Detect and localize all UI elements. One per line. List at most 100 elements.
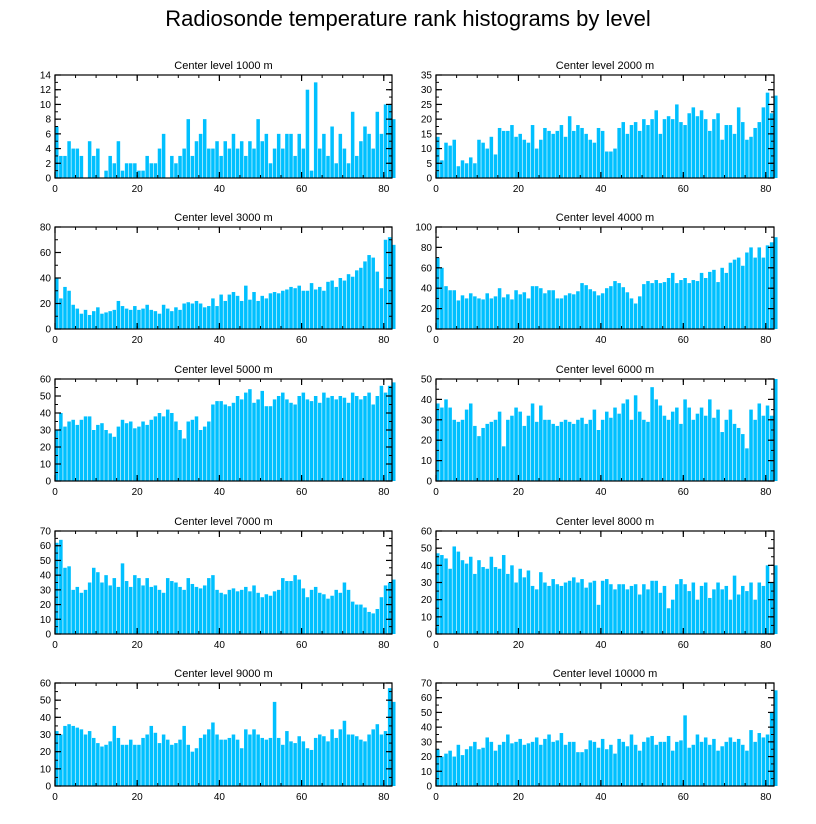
panel-3-bar-6: [79, 313, 84, 329]
panel-1-bar-45: [239, 141, 244, 178]
panel-4-bar-52: [650, 283, 654, 329]
panel-6-bar-36: [584, 423, 588, 481]
panel-10-bar-65: [703, 737, 708, 786]
panel-10-bar-54: [658, 741, 663, 786]
panel-1-bar-43: [231, 133, 236, 178]
panel-3-ytick-label-20: 20: [40, 299, 52, 310]
panel-2-bar-7: [464, 163, 469, 178]
panel-8-ytick-label-40: 40: [421, 561, 433, 572]
panel-1-bar-73: [355, 155, 359, 178]
panel-6-bar-68: [716, 409, 720, 481]
panel-5-bar-52: [268, 406, 273, 481]
panel-4-bar-63: [695, 281, 700, 329]
panel-2-ytick-label-10: 10: [421, 144, 433, 155]
panel-8-bar-18: [510, 565, 514, 634]
panel-7-bar-53: [272, 591, 277, 634]
panel-2-bar-75: [745, 139, 749, 178]
panel-3-bar-82: [392, 244, 396, 329]
panel-5-bar-76: [367, 392, 371, 481]
panel-6-ytick-label-0: 0: [426, 477, 432, 488]
panel-8-xtick-label-20: 20: [513, 640, 525, 651]
panel-8-bar-39: [596, 604, 601, 634]
panel-5-bar-64: [318, 402, 322, 481]
panel-10-bar-15: [497, 744, 502, 786]
panel-4-bar-70: [724, 272, 729, 329]
panel-6-bar-25: [539, 405, 543, 481]
panel-7-bar-32: [186, 578, 191, 634]
panel-5-bar-20: [137, 426, 141, 481]
panel-1-bar-4: [71, 148, 75, 178]
panel-9-bar-63: [313, 737, 318, 786]
panel-7-bar-73: [355, 604, 359, 634]
panel-8-bar-3: [448, 568, 452, 634]
panel-8-bar-14: [493, 567, 498, 634]
panel-10-bar-55: [662, 741, 667, 786]
panel-7-bar-50: [260, 597, 264, 634]
panel-5-bar-26: [161, 416, 166, 481]
panel-6-bar-43: [613, 407, 617, 481]
panel-4-ytick-label-60: 60: [421, 263, 433, 274]
panel-9-bar-60: [301, 741, 306, 786]
panel-2-bar-55: [662, 119, 667, 178]
panel-10-bar-67: [712, 738, 716, 786]
panel-6-bar-79: [761, 415, 766, 481]
panel-6-bar-58: [675, 407, 679, 481]
panel-8-bar-26: [543, 582, 547, 634]
panel-6-bar-69: [720, 432, 724, 481]
panel-9-bar-7: [83, 734, 88, 786]
panel-8-bar-4: [452, 546, 457, 634]
panel-10-bar-11: [481, 747, 485, 786]
panel-3-bar-35: [198, 303, 203, 329]
panel-6-ytick-label-30: 30: [421, 415, 433, 426]
panel-9-bar-42: [227, 737, 232, 786]
panel-9-ytick-label-0: 0: [45, 782, 51, 793]
panel-10-xtick-label-40: 40: [595, 792, 607, 803]
panel-6-bar-54: [658, 405, 663, 481]
panel-7-bar-69: [338, 592, 343, 634]
panel-1-bar-68: [334, 163, 338, 178]
panel-8-bar-6: [460, 560, 465, 634]
panel-7-ytick-label-0: 0: [45, 630, 51, 641]
panel-4-bar-12: [485, 293, 489, 329]
panel-9-bar-40: [219, 739, 223, 786]
panel-10-bar-12: [485, 737, 489, 786]
panel-8-bar-63: [695, 599, 700, 634]
panel-8-bar-50: [642, 584, 646, 634]
panel-10-bar-23: [530, 741, 535, 786]
panel-6-bar-6: [460, 419, 465, 481]
panel-9-bar-76: [367, 734, 371, 786]
panel-4-bar-28: [551, 290, 555, 329]
panel-1-bar-35: [198, 133, 203, 178]
panel-3-bar-12: [104, 312, 108, 329]
panel-6-bar-31: [563, 419, 568, 481]
panel-7-bar-58: [293, 575, 297, 634]
panel-5-bar-75: [363, 396, 367, 481]
panel-8-bar-82: [774, 565, 778, 634]
panel-2-bar-62: [691, 107, 696, 178]
panel-8-bar-74: [741, 585, 745, 634]
panel-5-bar-70: [342, 397, 347, 481]
panel-8-bar-45: [621, 584, 626, 634]
panel-1-bar-12: [104, 170, 108, 178]
panel-6-bar-34: [576, 419, 580, 481]
panel-1-bar-31: [182, 148, 186, 178]
panel-6-bar-0: [436, 403, 440, 481]
panel-4-bar-56: [666, 278, 671, 329]
panel-9-bar-15: [116, 737, 121, 786]
panel-8-bar-61: [687, 591, 691, 634]
panel-9-bar-14: [112, 725, 117, 786]
panel-2-bar-13: [489, 136, 494, 178]
panel-1-bar-37: [207, 148, 211, 178]
panel-4-bar-80: [765, 245, 770, 329]
panel-6-bar-74: [741, 434, 745, 481]
panel-6-bar-9: [473, 425, 477, 481]
panel-7-bar-39: [215, 589, 219, 634]
panel-4-bar-34: [576, 291, 580, 329]
panel-6-bar-82: [774, 379, 778, 481]
panel-10-bar-79: [761, 737, 766, 786]
panel-5-bar-23: [149, 419, 154, 481]
panel-7-bar-7: [83, 589, 88, 634]
panel-10-ytick-label-0: 0: [426, 782, 432, 793]
panel-7-bar-33: [190, 583, 195, 634]
panel-1-title: Center level 1000 m: [174, 60, 272, 72]
